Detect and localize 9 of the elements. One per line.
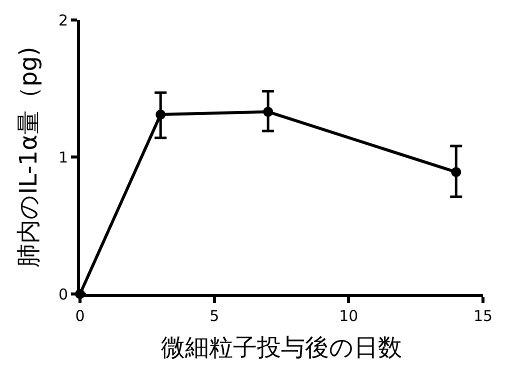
x-tick-label: 0 xyxy=(75,307,85,325)
x-axis-title: 微細粒子投与後の日数 xyxy=(161,333,402,362)
x-tick-label: 15 xyxy=(473,307,493,325)
y-tick-label: 1 xyxy=(58,148,68,166)
y-tick-label: 2 xyxy=(58,11,68,30)
y-axis-title: 肺内のIL-1α量（pg) xyxy=(14,46,43,268)
y-tick-label: 0 xyxy=(58,285,68,304)
x-tick-label: 5 xyxy=(210,307,220,325)
x-tick-label: 10 xyxy=(339,307,358,325)
